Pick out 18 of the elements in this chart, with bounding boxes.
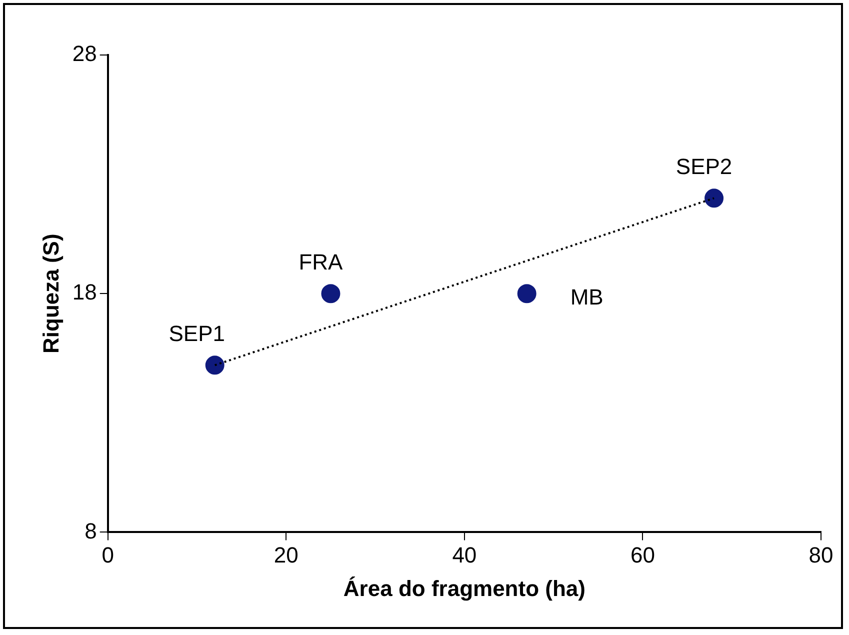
x-tick-label: 20 [274,542,298,568]
point [517,284,536,304]
point [321,284,340,304]
y-tick-label: 28 [72,41,97,66]
x-tick-label: 60 [630,542,655,568]
x-tick-label: 40 [452,542,477,568]
y-tick-label: 8 [84,518,97,544]
y-tick-label: 18 [72,280,97,305]
annotation: FRA [298,250,344,275]
x-tick-label: 0 [102,542,114,568]
x-tick-label: 80 [808,542,834,568]
annotation: MB [570,284,604,310]
point [205,356,224,375]
annotation: SEP1 [168,321,225,346]
annotation: SEP2 [676,154,732,180]
point [704,188,724,208]
y-axis-title: Riqueza (S) [38,234,64,354]
x-axis-title: Área do fragmento (ha) [343,576,586,601]
